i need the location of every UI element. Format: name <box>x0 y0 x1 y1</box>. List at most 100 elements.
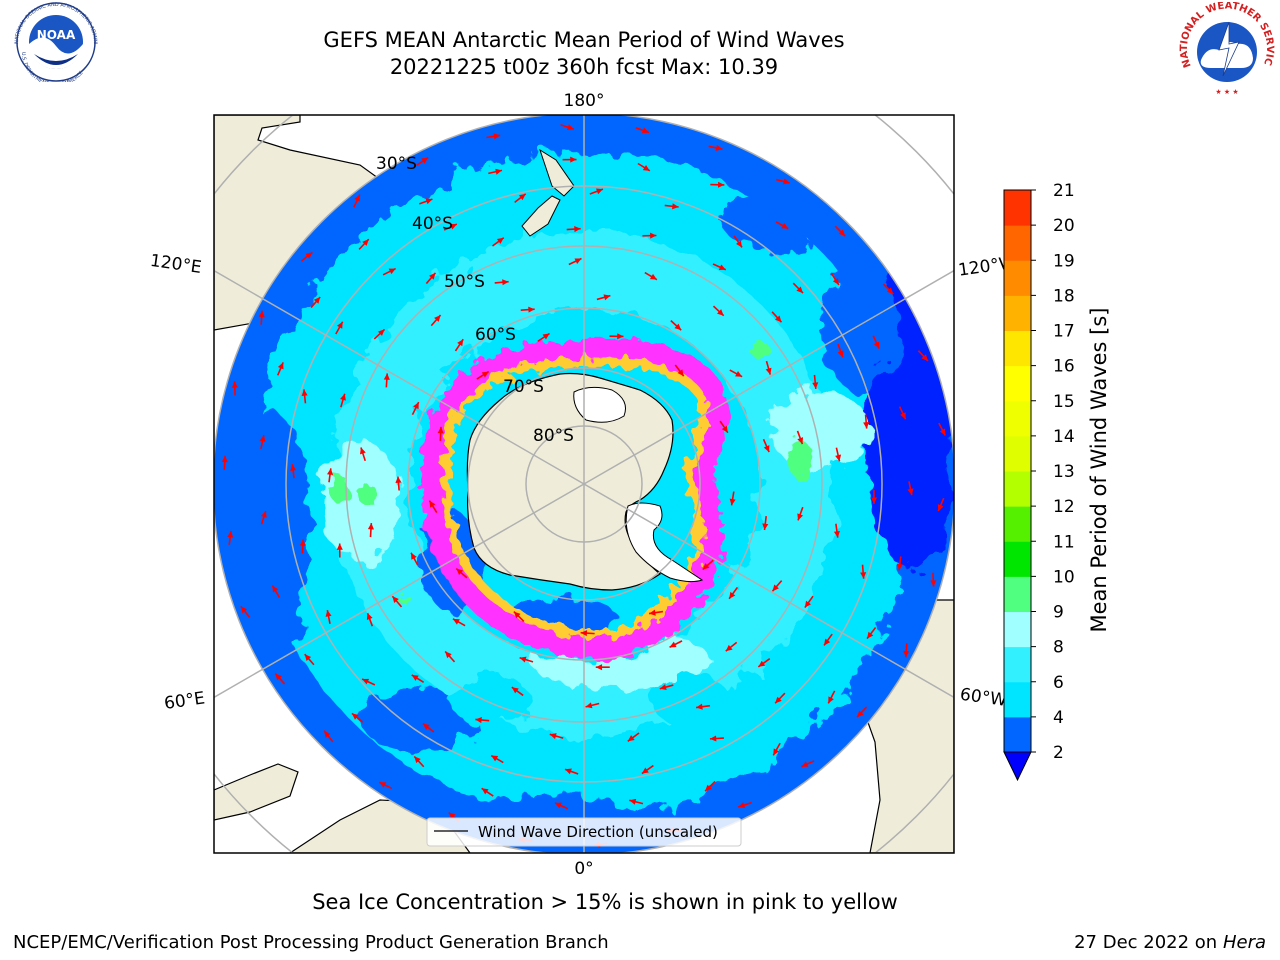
wave-direction-arrowhead <box>886 287 894 295</box>
wave-direction-arrowhead <box>717 309 724 316</box>
colorbar-tick-label: 20 <box>1053 216 1075 236</box>
wave-direction-arrowhead <box>870 497 878 504</box>
wave-direction-arrowhead <box>437 426 444 434</box>
wave-direction-arrowhead <box>221 455 228 463</box>
colorbar-segment <box>1004 225 1031 261</box>
wave-direction-arrowhead <box>775 315 782 323</box>
wave-direction-arrowhead <box>828 696 834 704</box>
wave-direction-arrowhead <box>301 389 308 396</box>
wave-direction-arrowhead <box>305 252 313 259</box>
wave-direction-arrowhead <box>549 733 557 739</box>
wave-direction-arrowhead <box>434 315 441 322</box>
ross-ice-shelf <box>573 386 626 423</box>
colorbar-tick-label: 12 <box>1053 497 1075 517</box>
madagascar <box>214 763 299 821</box>
wave-direction-arrowhead <box>617 333 624 340</box>
wave-direction-arrowhead <box>277 362 284 370</box>
wave-direction-arrowhead <box>641 127 649 134</box>
wave-direction-arrowhead <box>383 373 390 380</box>
wave-direction-arrowhead <box>566 124 574 131</box>
map-frame <box>213 114 955 854</box>
wave-direction-arrowhead <box>496 237 504 244</box>
wave-direction-arrowhead <box>867 631 874 639</box>
wave-direction-arrowhead <box>833 530 840 538</box>
wave-direction-arrowhead <box>649 609 656 616</box>
wave-direction-arrowhead <box>837 350 844 358</box>
lon-label-60w: 60°W <box>959 685 1008 711</box>
wave-direction-arrowhead <box>709 735 717 742</box>
wave-direction-arrowhead <box>457 339 464 347</box>
wave-direction-arrowhead <box>782 178 790 185</box>
wave-direction-arrowhead <box>832 277 839 285</box>
new-zealand-south <box>521 195 561 237</box>
wave-direction-arrowhead <box>835 454 842 462</box>
wave-direction-arrowhead <box>362 239 369 246</box>
wave-direction-arrowhead <box>773 748 780 756</box>
wave-direction-arrowhead <box>715 144 723 151</box>
wave-direction-arrowhead <box>650 232 657 239</box>
wave-direction-arrowhead <box>860 572 867 579</box>
wave-direction-arrowhead <box>429 500 436 508</box>
wave-direction-arrowhead <box>227 530 234 538</box>
colorbar-tick-label: 11 <box>1053 532 1075 552</box>
colorbar-tick-label: 10 <box>1053 567 1075 587</box>
colorbar-tick-label: 8 <box>1053 638 1064 658</box>
colorbar-segment <box>1004 400 1031 437</box>
nws-logo: NATIONAL WEATHER SERVICE ★ ★ ★ <box>1177 2 1275 98</box>
colorbar-tick-label: 2 <box>1053 743 1064 763</box>
wave-direction-arrowhead <box>702 563 710 570</box>
wave-direction-arrowhead <box>896 563 903 571</box>
wave-direction-arrowhead <box>354 194 360 202</box>
wave-direction-arrowhead <box>921 354 928 361</box>
sea-ice <box>421 338 727 659</box>
wave-direction-arrowhead <box>528 306 535 313</box>
wave-direction-arrowhead <box>824 638 831 646</box>
wave-direction-arrowhead <box>359 447 366 455</box>
wave-direction-arrowhead <box>425 198 433 205</box>
lat-label-60s: 60°S <box>475 325 516 345</box>
wave-direction-arrowhead <box>796 286 804 294</box>
wave-direction-arrowhead <box>452 618 460 625</box>
colorbar-label: Mean Period of Wind Waves [s] <box>1087 308 1111 633</box>
wave-direction-arrowhead <box>580 630 588 637</box>
wave-direction-arrowhead <box>511 687 519 694</box>
wave-direction-arrowhead <box>725 644 733 652</box>
wave-direction-arrowhead <box>762 523 769 531</box>
colorbar: 2 4 6 8 9 10 11 12 13 14 15 16 17 18 19 20 21 <box>1003 181 1075 782</box>
wave-direction-arrowhead <box>729 498 736 506</box>
wave-direction-arrowhead <box>395 476 402 484</box>
noaa-logo: NATIONAL OCEANIC AND ATMOSPHERIC ADMINIS… <box>4 2 98 82</box>
wave-direction-arrowhead <box>812 382 819 389</box>
wave-direction-arrowhead <box>366 613 373 621</box>
wave-direction-arrowhead <box>907 488 914 496</box>
wave-direction-arrowhead <box>772 584 779 592</box>
wave-direction-arrowhead <box>674 323 682 331</box>
wave-direction-arrowhead <box>258 310 265 318</box>
date-stamp: 27 Dec 2022 on Hera <box>1074 932 1266 953</box>
wave-direction-arrowhead <box>763 445 770 453</box>
colorbar-tick-label: 21 <box>1053 181 1075 201</box>
lon-label-180: 180° <box>564 91 605 111</box>
wave-direction-arrowhead <box>313 296 321 304</box>
colorbar-tick-label: 15 <box>1053 392 1075 412</box>
colorbar-segment <box>1004 541 1031 577</box>
lon-label-120e: 120°E <box>149 251 203 278</box>
wave-direction-arrowhead <box>758 660 766 667</box>
lat-label-70s: 70°S <box>503 377 544 397</box>
wave-direction-arrowhead <box>445 651 452 659</box>
wave-direction-arrowhead <box>669 641 677 648</box>
colorbar-segment <box>1004 576 1031 612</box>
wave-direction-arrowhead <box>595 664 603 671</box>
wave-direction-arrowhead <box>672 203 679 210</box>
wave-direction-arrowhead <box>857 710 864 718</box>
wave-direction-arrowhead <box>456 568 464 575</box>
wave-direction-arrowhead <box>542 333 550 340</box>
wave-direction-arrowhead <box>574 258 582 264</box>
noaa-logo-text: NOAA <box>37 28 76 42</box>
wave-direction-arrowhead <box>775 696 782 704</box>
wave-direction-arrowhead <box>272 585 279 593</box>
wave-direction-arrowhead <box>939 428 946 436</box>
wave-direction-arrowhead <box>518 193 526 201</box>
wave-direction-arrowhead <box>801 761 809 767</box>
colorbar-segment <box>1004 716 1031 753</box>
